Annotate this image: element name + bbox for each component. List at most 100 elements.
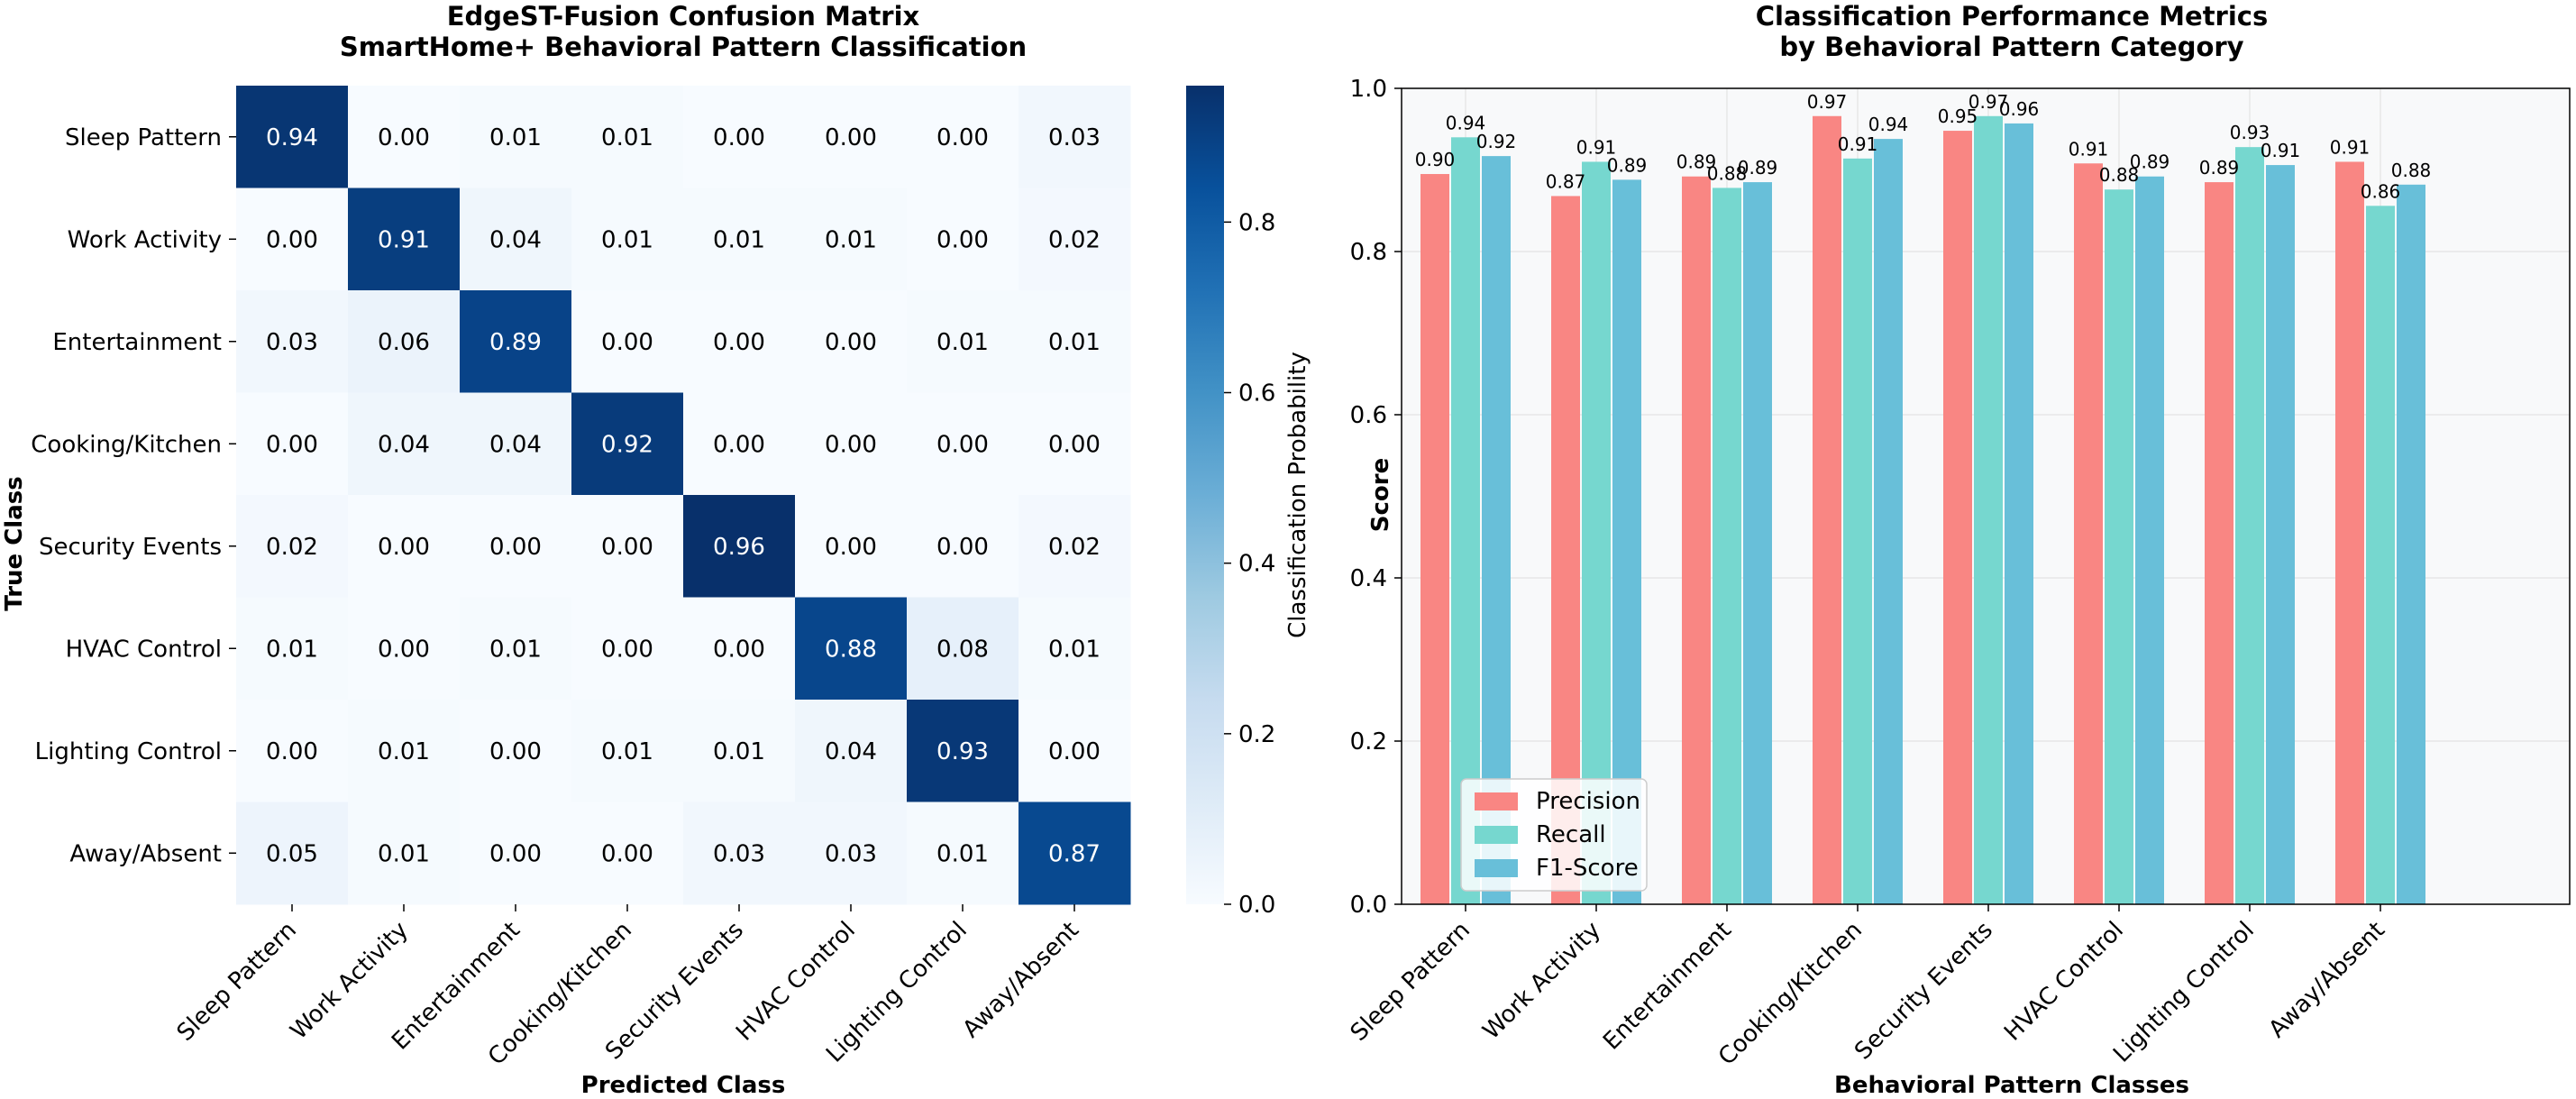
bar-value-label: 0.91 — [2261, 140, 2301, 161]
bar-value-label: 0.89 — [2199, 157, 2240, 179]
heatmap-cell-value: 0.00 — [601, 636, 653, 663]
colorbar-tick-label: 0.2 — [1238, 721, 1275, 748]
heatmap-cell-value: 0.00 — [601, 534, 653, 561]
heatmap-cell — [1019, 700, 1131, 802]
bar-value-label: 0.93 — [2230, 122, 2270, 143]
heatmap-cell-value: 0.03 — [1048, 124, 1101, 151]
bar-value-label: 0.88 — [2099, 164, 2140, 186]
heatmap-y-tick-label: HVAC Control — [66, 636, 222, 663]
bar-recall — [1843, 158, 1872, 904]
heatmap-y-tick-label: Sleep Pattern — [65, 124, 222, 151]
heatmap-cell-value: 0.03 — [266, 329, 318, 356]
bar-recall — [1974, 115, 2003, 904]
bar-value-label: 0.91 — [2069, 138, 2109, 160]
bar-value-label: 0.97 — [1807, 91, 1848, 113]
heatmap-cell-value: 0.00 — [378, 534, 430, 561]
heatmap-cell — [795, 597, 908, 701]
heatmap-cell-value: 0.00 — [713, 124, 765, 151]
heatmap-cell — [236, 86, 349, 188]
x-tick-label: Entertainment — [1598, 917, 1737, 1056]
bar-y-axis-label: Score — [1367, 458, 1394, 532]
heatmap-y-tick-label: Cooking/Kitchen — [31, 431, 222, 458]
x-tick-label: HVAC Control — [1999, 917, 2129, 1047]
heatmap-cell-value: 0.01 — [713, 738, 765, 765]
heatmap-cell — [683, 188, 796, 291]
heatmap-cell-value: 0.00 — [936, 124, 989, 151]
bar-value-label: 0.86 — [2361, 180, 2401, 202]
bar-precision — [1682, 176, 1711, 905]
heatmap-cell — [460, 495, 572, 598]
heatmap-cell-value: 0.02 — [1048, 226, 1101, 253]
heatmap-cell-value: 0.00 — [1048, 431, 1101, 458]
heatmap-x-tick-label: HVAC Control — [731, 917, 861, 1047]
legend-swatch — [1475, 792, 1518, 811]
heatmap-cell — [571, 700, 684, 802]
heatmap-cell — [348, 597, 461, 701]
heatmap-cell-value: 0.01 — [489, 636, 542, 663]
heatmap-cell — [795, 700, 908, 802]
heatmap-y-ticks: Sleep Pattern Work Activity Entertainment C… — [31, 124, 236, 867]
bar-value-label: 0.90 — [1415, 149, 1456, 170]
bar-value-label: 0.94 — [1868, 114, 1909, 135]
heatmap-y-tick-label: Security Events — [39, 534, 222, 561]
heatmap-cell — [236, 597, 349, 701]
heatmap-cell-value: 0.00 — [489, 738, 542, 765]
heatmap-cell — [571, 597, 684, 701]
bar-recall — [1713, 188, 1741, 904]
heatmap-cell — [683, 597, 796, 701]
heatmap-cell-value: 0.00 — [601, 840, 653, 867]
heatmap-cell — [795, 801, 908, 905]
heatmap-cell-value: 0.02 — [1048, 534, 1101, 561]
bar-y-ticks: 0.0 0.2 0.4 0.6 0.8 1.0 — [1350, 76, 1402, 919]
heatmap-cell-value: 0.01 — [378, 840, 430, 867]
heatmap-cell-value: 0.01 — [1048, 636, 1101, 663]
colorbar-tick-label: 0.0 — [1238, 892, 1275, 919]
heatmap-cell — [907, 290, 1019, 393]
heatmap-cell — [795, 86, 908, 188]
heatmap-cell — [907, 495, 1019, 598]
heatmap-cell — [571, 290, 684, 393]
heatmap-cell-value: 0.01 — [936, 329, 989, 356]
heatmap-cell — [1019, 495, 1131, 598]
heatmap-cell-value: 0.03 — [825, 840, 877, 867]
legend-swatch — [1475, 859, 1518, 877]
heatmap-y-tick-label: Away/Absent — [69, 840, 222, 867]
legend: Precision Recall F1-Score — [1460, 778, 1648, 892]
heatmap-cell-value: 0.00 — [825, 124, 877, 151]
heatmap-cell-value: 0.02 — [266, 534, 318, 561]
heatmap-cell-value: 0.00 — [266, 738, 318, 765]
bar-marks — [1420, 115, 2425, 905]
bar-value-label: 0.91 — [1576, 136, 1617, 158]
heatmap-cell — [683, 495, 796, 598]
bar-value-label: 0.94 — [1446, 112, 1486, 133]
bar-precision — [2335, 161, 2364, 904]
heatmap-cell-value: 0.01 — [601, 738, 653, 765]
heatmap-cell-value: 0.00 — [825, 534, 877, 561]
heatmap-cell — [571, 86, 684, 188]
heatmap-cell-value: 0.01 — [936, 840, 989, 867]
heatmap-title-line2: SmartHome+ Behavioral Pattern Classifica… — [340, 32, 1027, 62]
heatmap-cell-value: 0.05 — [266, 840, 318, 867]
heatmap-cell — [571, 801, 684, 905]
confusion-matrix-panel: EdgeST-Fusion Confusion Matrix SmartHome… — [1, 1, 1311, 1099]
bar-precision — [1943, 131, 1972, 904]
bar-value-label: 0.88 — [2391, 160, 2432, 181]
heatmap-cell — [1019, 188, 1131, 291]
heatmap-cell — [460, 290, 572, 393]
heatmap-cell — [795, 188, 908, 291]
heatmap-cell — [236, 290, 349, 393]
heatmap-cell-value: 0.00 — [825, 431, 877, 458]
legend-label: Recall — [1536, 821, 1606, 848]
bar-data-labels: 0.900.940.920.870.910.89 0.890.880.890.97… — [1415, 91, 2432, 203]
x-tick-label: Away/Absent — [2264, 917, 2390, 1043]
heatmap-cell — [571, 188, 684, 291]
heatmap-cell — [460, 392, 572, 496]
heatmap-cell — [571, 392, 684, 496]
heatmap-cell — [907, 188, 1019, 291]
heatmap-x-axis-label: Predicted Class — [581, 1072, 786, 1099]
heatmap-cell — [236, 801, 349, 905]
bar-value-label: 0.88 — [1707, 162, 1748, 184]
heatmap-cell-value: 0.00 — [266, 431, 318, 458]
bar-value-label: 0.95 — [1938, 105, 1978, 127]
